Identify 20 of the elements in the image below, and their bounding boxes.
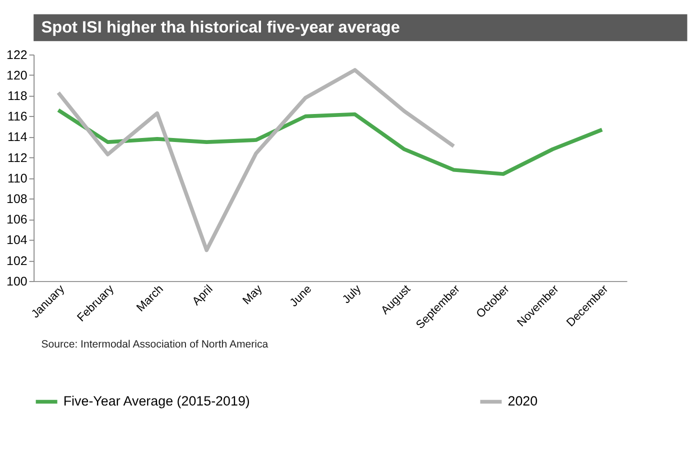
line-series	[56, 108, 604, 176]
y-tick-label: 122	[6, 48, 28, 62]
y-tick-label: 102	[6, 254, 28, 268]
y-tick-label: 114	[7, 130, 28, 144]
legend-label: 2020	[508, 394, 538, 409]
legend-label: Five-Year Average (2015-2019)	[63, 394, 250, 409]
x-tick-label: July	[340, 283, 364, 306]
y-tick-label: 104	[6, 233, 28, 248]
y-tick-label: 100	[6, 274, 28, 288]
y-tick-label: 120	[6, 68, 28, 82]
x-tick-label: May	[240, 283, 265, 308]
source-note: Source: Intermodal Association of North America	[41, 338, 268, 350]
y-tick-label: 112	[7, 150, 28, 165]
y-tick-label: 106	[6, 212, 28, 227]
y-tick-label: 110	[7, 171, 28, 186]
y-tick-label: 116	[7, 110, 28, 124]
y-tick-label: 118	[7, 89, 28, 104]
chart-title: Spot ISI higher tha historical five-year average	[41, 18, 400, 36]
y-tick-label: 108	[6, 192, 28, 206]
line-series	[56, 68, 456, 252]
